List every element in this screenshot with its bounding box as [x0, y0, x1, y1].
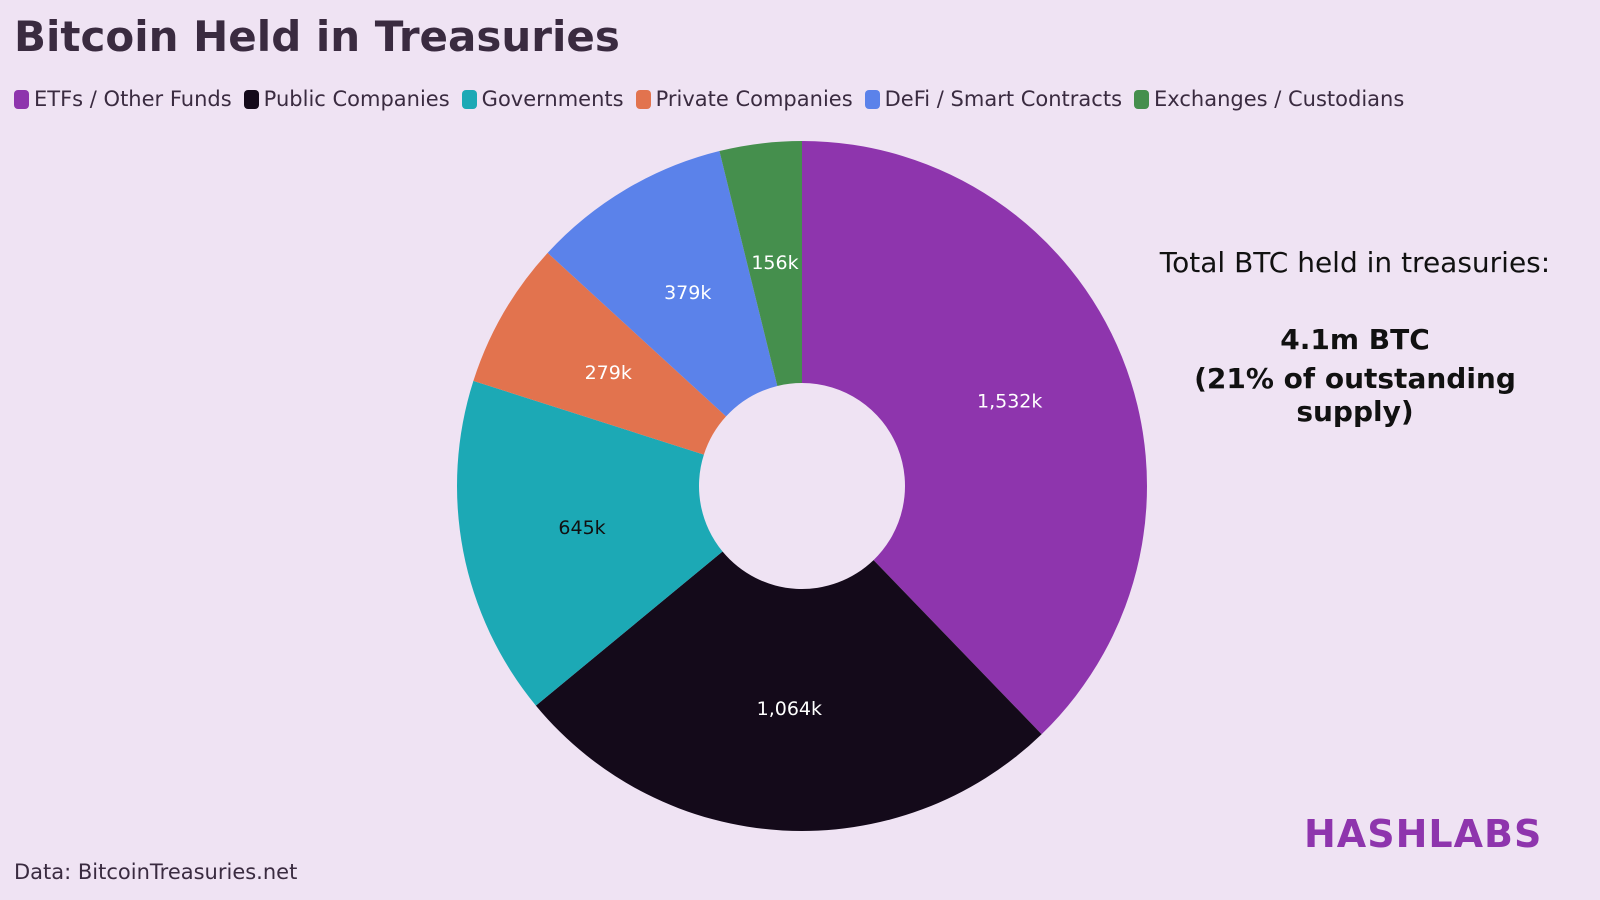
legend: ETFs / Other Funds Public Companies Govern…: [14, 87, 1404, 111]
legend-label: ETFs / Other Funds: [34, 87, 232, 111]
legend-swatch: [864, 89, 880, 109]
value-label: 379k: [664, 282, 711, 304]
brand-logo: HASHLABS: [1304, 812, 1543, 856]
legend-label: Governments: [481, 87, 624, 111]
value-label: 645k: [558, 517, 605, 539]
legend-item: ETFs / Other Funds: [14, 87, 232, 111]
legend-item: DeFi / Smart Contracts: [864, 87, 1123, 111]
legend-item: Governments: [461, 87, 624, 111]
annotation: (21% of outstanding supply): [1194, 362, 1516, 428]
annotation: 4.1m BTC: [1280, 323, 1430, 356]
donut-slice: [535, 551, 1042, 832]
donut-slice: [719, 141, 802, 386]
legend-label: Exchanges / Custodians: [1154, 87, 1405, 111]
chart-title: Bitcoin Held in Treasuries: [14, 12, 620, 61]
legend-swatch: [635, 89, 651, 109]
legend-label: Private Companies: [655, 87, 853, 111]
value-label: 279k: [585, 362, 632, 384]
legend-swatch: [14, 89, 29, 109]
donut-slice: [457, 380, 723, 706]
legend-swatch: [243, 89, 259, 109]
legend-swatch: [461, 89, 477, 109]
legend-item: Public Companies: [243, 87, 450, 111]
source-note: Data: BitcoinTreasuries.net: [14, 860, 298, 884]
donut-slice: [802, 141, 1148, 735]
annotation: Total BTC held in treasuries:: [1159, 246, 1551, 279]
value-label: 156k: [751, 252, 798, 274]
legend-item: Exchanges / Custodians: [1134, 87, 1404, 111]
legend-label: DeFi / Smart Contracts: [884, 87, 1123, 111]
donut-slice: [547, 151, 778, 417]
legend-item: Private Companies: [635, 87, 853, 111]
value-label: 1,064k: [757, 698, 822, 720]
legend-label: Public Companies: [263, 87, 450, 111]
value-label: 1,532k: [977, 391, 1042, 413]
legend-swatch: [1134, 89, 1150, 109]
donut-slice: [473, 252, 727, 455]
